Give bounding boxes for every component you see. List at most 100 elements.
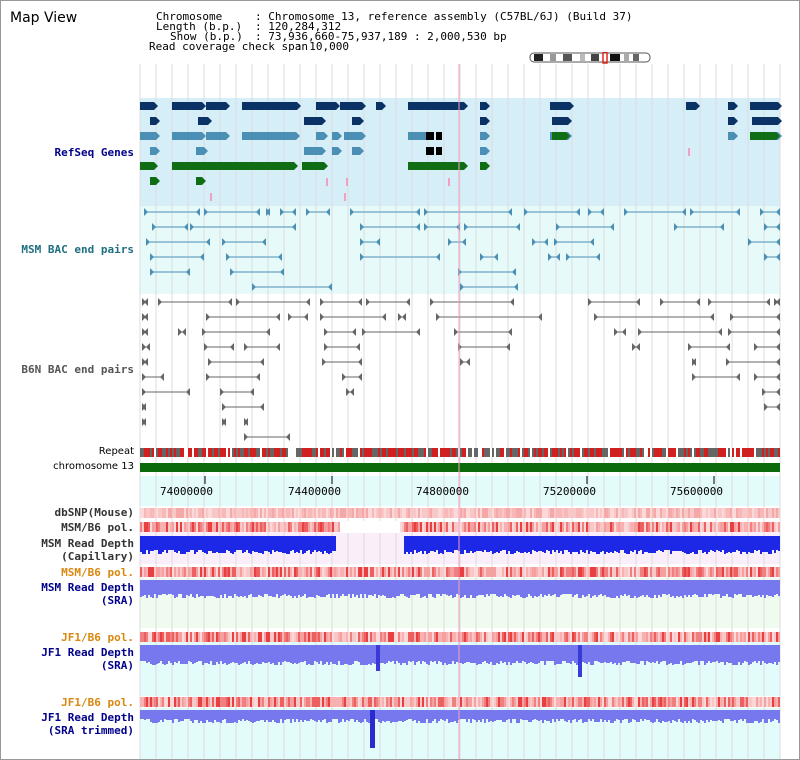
track-label-msm-read-depth-sra[interactable]: MSM Read Depth — [41, 581, 134, 594]
msm-sra-depth-bar — [364, 580, 366, 594]
msm-b6-pol-2-cell — [256, 567, 258, 577]
msm-b6-pol-cell — [338, 522, 340, 532]
msm-sra-depth-bar — [216, 580, 218, 598]
capillary-depth-bar — [208, 536, 210, 551]
msm-b6-pol-2-cell — [184, 567, 186, 577]
jf1-trim-depth-bar — [204, 710, 206, 723]
jf1-trim-depth-bar — [746, 710, 748, 723]
repeat-track — [140, 448, 780, 457]
track-label-jf1-read-depth-trimmed[interactable]: JF1 Read Depth — [41, 711, 134, 724]
jf1-trim-depth-bar — [606, 710, 608, 722]
track-label-dbsnp[interactable]: dbSNP(Mouse) — [54, 506, 134, 519]
msm-b6-pol-2-cell — [670, 567, 672, 577]
jf1-sra-depth-bar — [712, 645, 714, 662]
repeat-block — [434, 448, 436, 457]
track-label-repeat[interactable]: Repeat — [98, 446, 134, 457]
track-label-msm-bac[interactable]: MSM BAC end pairs — [21, 243, 134, 256]
msm-b6-pol-cell — [758, 522, 760, 532]
jf1-trim-depth-bar — [710, 710, 712, 720]
msm-bac-pair-end — [200, 253, 204, 261]
capillary-depth-bar — [150, 536, 152, 551]
msm-sra-depth-bar — [410, 580, 412, 595]
jf1-sra-depth-bar — [592, 645, 594, 665]
jf1-sra-depth-bar — [374, 645, 376, 664]
dbsnp-cell — [244, 508, 246, 518]
msm-b6-pol-2-cell — [202, 567, 204, 577]
jf1-trim-depth-bar — [722, 710, 724, 723]
track-label-jf1-read-depth-sra[interactable]: JF1 Read Depth — [41, 646, 134, 659]
jf1-trim-depth-bar — [342, 710, 344, 719]
repeat-block — [638, 448, 640, 457]
jf1-b6-pol-cell — [468, 632, 470, 642]
msm-b6-pol-cell — [222, 522, 224, 532]
msm-sra-depth-bar — [450, 580, 452, 595]
track-label-jf1-b6-pol-2[interactable]: JF1/B6 pol. — [61, 696, 134, 709]
capillary-depth-bar — [508, 536, 510, 551]
repeat-block — [714, 448, 716, 457]
capillary-depth-bar — [218, 536, 220, 553]
jf1-sra-depth-bar — [300, 645, 302, 662]
track-label-msm-b6-pol-2[interactable]: MSM/B6 pol. — [61, 566, 134, 579]
msm-b6-pol-2-cell — [556, 567, 558, 577]
jf1-b6-pol-2-cell — [302, 697, 304, 707]
repeat-block — [762, 448, 764, 457]
jf1-sra-depth-bar — [450, 645, 452, 664]
msm-b6-pol-cell — [646, 522, 648, 532]
track-label-b6n-bac[interactable]: B6N BAC end pairs — [21, 363, 134, 376]
msm-b6-pol-cell — [140, 522, 142, 532]
jf1-b6-pol-2-cell — [572, 697, 574, 707]
jf1-b6-pol-2-cell — [184, 697, 186, 707]
jf1-sra-depth-bar — [356, 645, 358, 661]
msm-sra-depth-bar — [674, 580, 676, 598]
b6n-bac-pair-end — [276, 343, 280, 351]
chromosome-ideogram[interactable] — [528, 52, 654, 64]
jf1-b6-pol-2-cell — [168, 697, 170, 707]
repeat-block — [626, 448, 628, 457]
dbsnp-cell — [694, 508, 696, 518]
msm-b6-pol-2-cell — [234, 567, 236, 577]
jf1-b6-pol-2-cell — [368, 697, 370, 707]
capillary-depth-bar — [302, 536, 304, 554]
msm-b6-pol-cell — [406, 522, 408, 532]
jf1-b6-pol-2-cell — [710, 697, 712, 707]
jf1-b6-pol-cell — [166, 632, 168, 642]
msm-b6-pol-cell — [242, 522, 244, 532]
jf1-sra-depth-bar — [274, 645, 276, 665]
dbsnp-cell — [236, 508, 238, 518]
msm-b6-pol-cell — [584, 522, 586, 532]
jf1-b6-pol-cell — [580, 632, 582, 642]
jf1-b6-pol-2-cell — [370, 697, 372, 707]
jf1-trim-depth-bar — [422, 710, 424, 723]
msm-b6-pol-2-cell — [626, 567, 628, 577]
track-label-msm-read-depth-capillary[interactable]: MSM Read Depth — [41, 537, 134, 550]
jf1-b6-pol-cell — [550, 632, 552, 642]
track-label-refseq[interactable]: RefSeq Genes — [54, 146, 134, 159]
track-label-msm-b6-pol-1[interactable]: MSM/B6 pol. — [61, 521, 134, 534]
jf1-trim-depth-bar — [520, 710, 522, 719]
jf1-trim-depth-bar — [190, 710, 192, 721]
jf1-sra-depth-bar — [210, 645, 212, 661]
capillary-depth-bar — [436, 536, 438, 550]
jf1-b6-pol-cell — [290, 632, 292, 642]
repeat-block — [642, 448, 644, 457]
capillary-depth-bar — [162, 536, 164, 552]
refseq-exon — [426, 147, 434, 155]
msm-bac-pair-end — [556, 223, 560, 231]
dbsnp-cell — [200, 508, 202, 518]
dbsnp-cell — [518, 508, 520, 518]
msm-bac-pair-end — [776, 223, 780, 231]
repeat-block — [550, 448, 552, 457]
track-label-jf1-b6-pol-1[interactable]: JF1/B6 pol. — [61, 631, 134, 644]
refseq-gene-arrow — [156, 117, 160, 125]
repeat-block — [342, 448, 344, 457]
msm-b6-pol-2-cell — [218, 567, 220, 577]
jf1-b6-pol-cell — [602, 632, 604, 642]
jf1-trim-depth-bar — [574, 710, 576, 719]
repeat-block — [148, 448, 150, 457]
dbsnp-cell — [228, 508, 230, 518]
jf1-b6-pol-cell — [170, 632, 172, 642]
repeat-block — [176, 448, 178, 457]
dbsnp-cell — [678, 508, 680, 518]
capillary-depth-bar — [254, 536, 256, 552]
